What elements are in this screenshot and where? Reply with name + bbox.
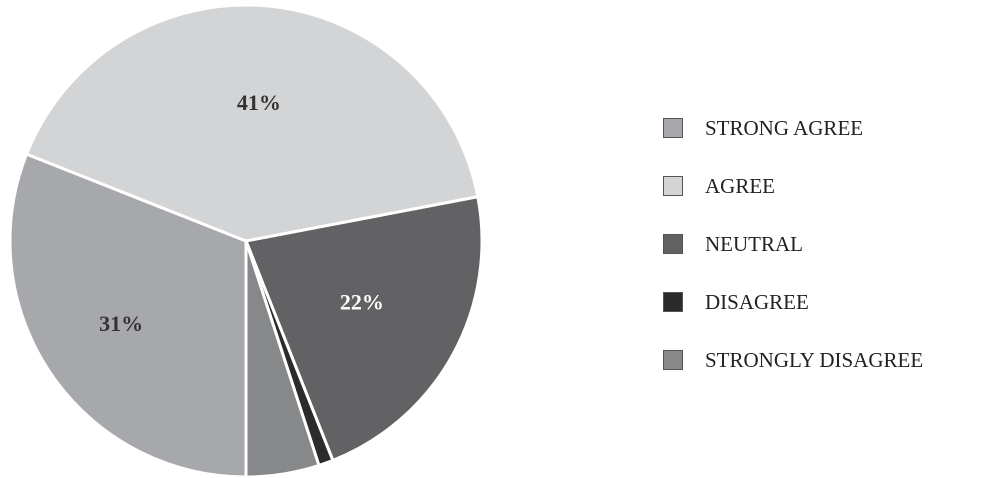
legend-item-strong-agree: STRONG AGREE: [663, 112, 923, 144]
legend-label-neutral: NEUTRAL: [705, 231, 803, 256]
legend-item-agree: AGREE: [663, 170, 923, 202]
legend-item-neutral: NEUTRAL: [663, 228, 923, 260]
legend-item-disagree: DISAGREE: [663, 286, 923, 318]
legend-label-disagree: DISAGREE: [705, 289, 809, 314]
pie-slice-strongly-disagree: [244, 239, 321, 478]
slice-label-strong-agree: 31%: [99, 311, 143, 336]
pie-slice-neutral: [244, 195, 484, 462]
legend-swatch-neutral: [663, 234, 683, 254]
legend: STRONG AGREE AGREE NEUTRAL DISAGREE STRO…: [663, 112, 923, 402]
legend-label-strongly-disagree: STRONGLY DISAGREE: [705, 347, 924, 372]
legend-swatch-strongly-disagree: [663, 350, 683, 370]
legend-item-strongly-disagree: STRONGLY DISAGREE: [663, 344, 923, 376]
legend-label-agree: AGREE: [705, 173, 775, 198]
legend-swatch-disagree: [663, 292, 683, 312]
slice-labels: 31% 41% 22%: [99, 90, 384, 336]
legend-label-strong-agree: STRONG AGREE: [705, 115, 864, 140]
legend-swatch-strong-agree: [663, 118, 683, 138]
slice-label-neutral: 22%: [340, 290, 384, 315]
pie-slice-strong-agree: [8, 152, 248, 478]
slice-label-agree: 41%: [237, 90, 281, 115]
pie-slice-agree: [25, 3, 480, 243]
legend-swatch-agree: [663, 176, 683, 196]
pie-slices: [8, 3, 484, 478]
